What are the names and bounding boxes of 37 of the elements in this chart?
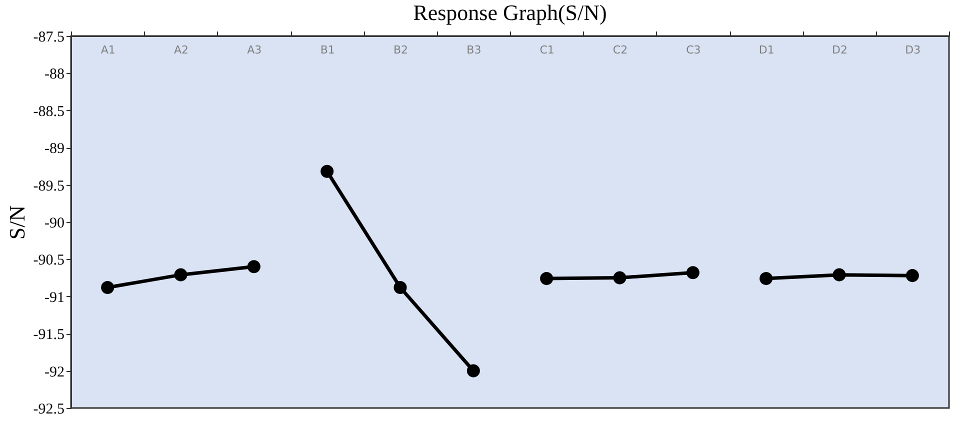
y-tick-label: -89	[44, 141, 64, 158]
x-tick-label: B1	[320, 44, 335, 56]
x-tick-label: D2	[832, 44, 848, 56]
x-tick-label: B3	[466, 44, 482, 56]
y-tick-label: -88	[44, 66, 64, 83]
x-tick-label: D3	[905, 44, 921, 56]
y-axis-title: S/N	[4, 205, 30, 240]
point	[466, 364, 480, 378]
point	[174, 268, 188, 282]
y-tick-label: -90.5	[33, 252, 64, 269]
point	[760, 272, 773, 286]
x-tick-label: C3	[686, 44, 701, 56]
point	[686, 266, 700, 280]
point	[394, 280, 407, 294]
y-tick-label: -89.5	[33, 178, 64, 194]
y-tick-label: -87.5	[33, 30, 64, 46]
point	[540, 272, 554, 286]
point	[832, 268, 846, 282]
y-tick-label: -92.5	[33, 402, 64, 418]
point	[613, 271, 626, 284]
point	[906, 269, 919, 282]
x-tick-label: A2	[174, 44, 189, 56]
y-tick-label: -90	[44, 216, 64, 232]
y-tick-label: -88.5	[33, 104, 64, 120]
y-tick-label: -91	[44, 290, 64, 306]
x-tick-label: D1	[758, 44, 774, 56]
x-tick-label: A1	[100, 44, 116, 56]
chart-title: Response Graph(S/N)	[413, 0, 607, 25]
x-tick-label: B2	[393, 44, 408, 56]
point	[247, 260, 260, 274]
point	[320, 164, 334, 178]
x-tick-label: C2	[612, 44, 628, 56]
x-tick-label: A3	[247, 44, 262, 56]
point	[101, 280, 114, 294]
y-tick-label: -91.5	[33, 327, 64, 344]
x-tick-label: C1	[540, 44, 554, 56]
y-tick-label: -92	[44, 364, 64, 380]
